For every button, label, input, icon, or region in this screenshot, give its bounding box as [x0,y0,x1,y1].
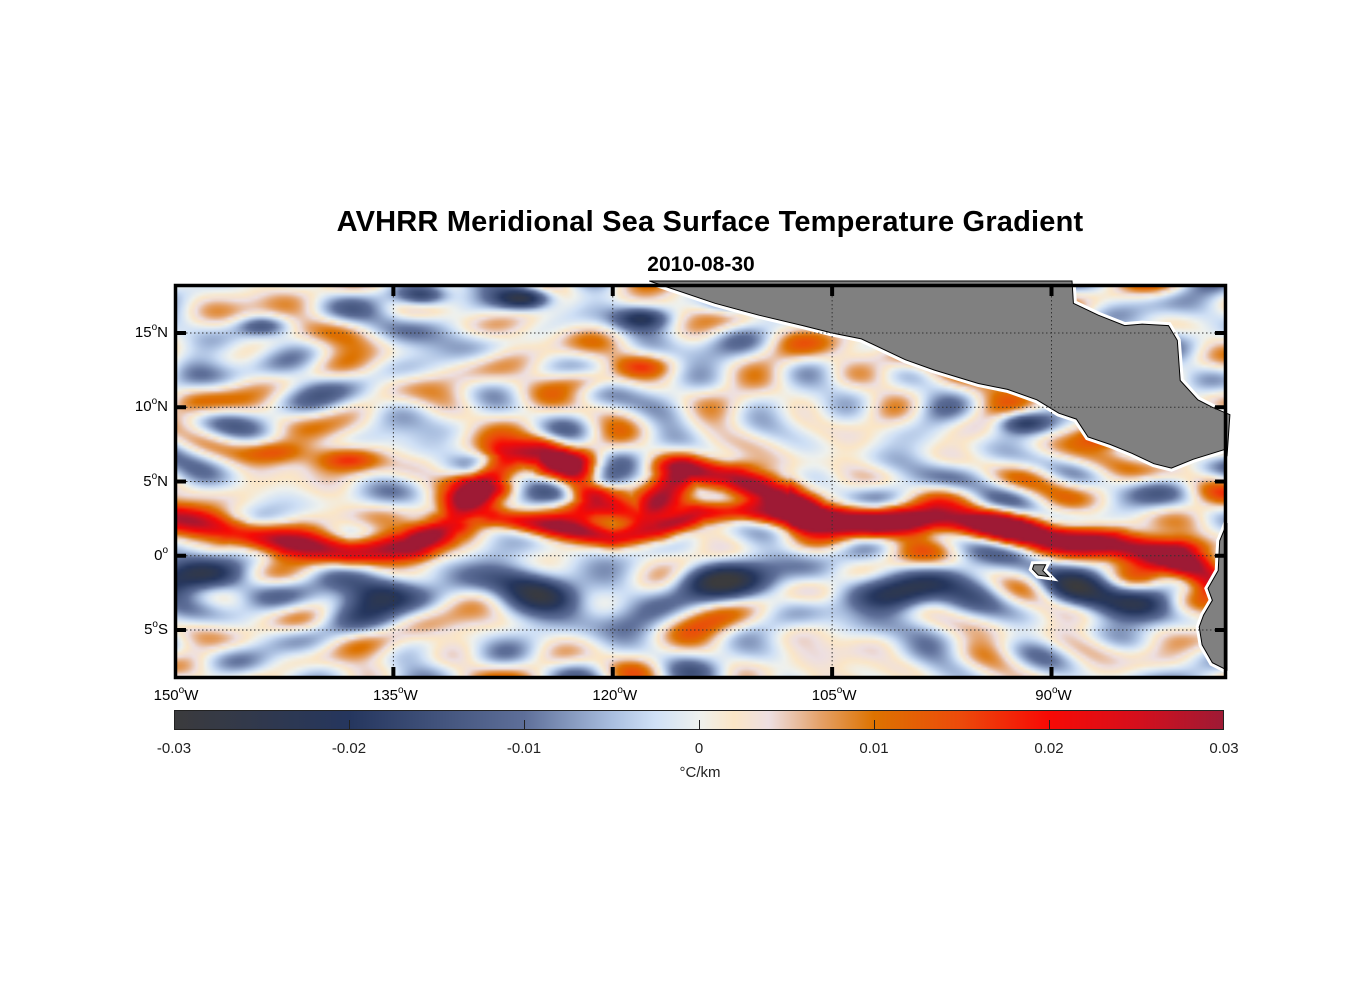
colorbar-tick [699,720,700,730]
x-tick-label: 120oW [592,685,638,704]
y-tick-label: 5oS [144,618,168,638]
colorbar-ticks [174,710,1224,730]
colorbar-tick-label: -0.02 [331,740,367,757]
galapagos-land [1031,564,1051,578]
chart-title: AVHRR Meridional Sea Surface Temperature… [336,206,1084,238]
land-mass [649,280,1231,469]
colorbar-tick [1049,720,1050,730]
land-mass [1198,522,1228,671]
colorbar-tick-label: -0.01 [506,740,542,757]
y-tick-label: 5oN [143,470,168,490]
colorbar-unit-label: °C/km [679,764,721,781]
colorbar-tick [874,720,875,730]
colorbar-tick-label: 0.01 [859,740,889,757]
map-plot-area [173,277,1234,680]
chart-subtitle: 2010-08-30 [647,253,755,276]
axis-ticks [174,284,1227,679]
colorbar-tick-label: 0 [694,740,704,757]
y-tick-label: 10oN [134,396,168,416]
grid-lines [174,284,1227,679]
land-layer [648,277,1234,676]
colorbar-tick [349,720,350,730]
x-tick-label: 135oW [372,685,418,704]
colorbar-tick-label: 0.03 [1209,740,1239,757]
colorbar-tick-label: -0.03 [156,740,192,757]
x-tick-label: 150oW [153,685,199,704]
y-tick-label: 15oN [134,322,168,341]
y-tick-label: 0o [154,544,168,564]
x-tick-label: 105oW [811,685,857,704]
x-tick-label: 90oW [1035,685,1072,704]
colorbar-tick [524,720,525,730]
map-overlay [173,277,1234,680]
colorbar-tick-label: 0.02 [1034,740,1064,757]
